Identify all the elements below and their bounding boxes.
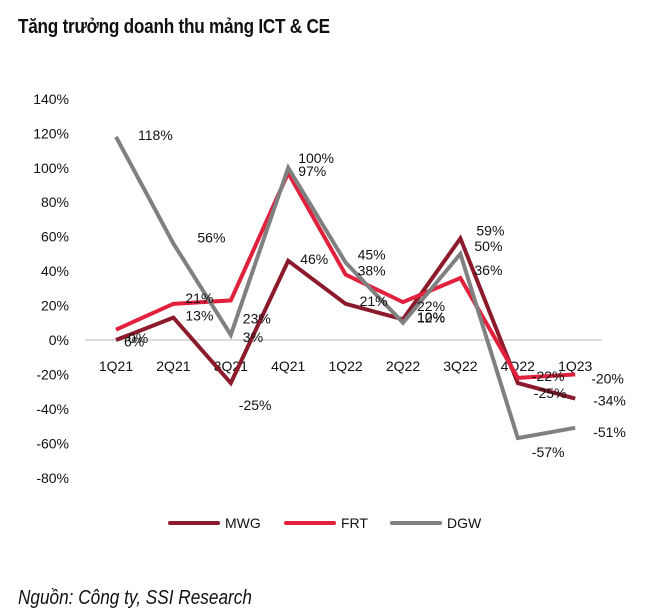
data-labels: 0% 13% -25% 46% 21% 12% 59% -25% -34% 6% 21% 23% 97%… [124,127,626,460]
y-tick-label: 120% [33,125,69,141]
chart-title: Tăng trưởng doanh thu mảng ICT & CE [18,16,330,38]
source-note: Nguồn: Công ty, SSI Research [18,587,252,609]
data-label-frt: 21% [185,290,213,306]
data-label-frt: -22% [532,368,565,384]
series-line-dgw [114,135,576,441]
data-label-frt: 23% [243,310,271,326]
data-label-frt: 38% [358,263,386,279]
x-tick-label: 1Q21 [99,358,133,374]
series-line-mwg [115,234,576,401]
data-label-mwg: -34% [593,393,626,409]
data-label-dgw: 100% [298,150,334,166]
x-tick-label: 1Q22 [328,358,362,374]
y-tick-label: 100% [33,160,69,176]
data-label-mwg: -25% [239,397,272,413]
data-label-frt: 36% [474,262,502,278]
x-axis: 1Q21 2Q21 3Q21 4Q21 1Q22 2Q22 3Q22 4Q22 1Q23 [99,358,593,374]
data-label-frt: 22% [417,298,445,314]
data-label-frt: 6% [124,334,144,350]
x-tick-label: 2Q21 [156,358,190,374]
data-label-mwg: 21% [360,293,388,309]
data-label-dgw: -51% [593,424,626,440]
data-label-mwg: 59% [476,222,504,238]
legend-label-dgw: DGW [447,515,482,531]
y-tick-label: -60% [36,435,69,451]
data-label-dgw: 10% [417,309,445,325]
data-label-dgw: 45% [358,247,386,263]
y-tick-label: 40% [41,263,69,279]
y-tick-label: -80% [36,470,69,486]
y-tick-label: 80% [41,194,69,210]
y-tick-label: 140% [33,91,69,107]
x-tick-label: 2Q22 [386,358,420,374]
series-lines [114,135,576,441]
legend-label-frt: FRT [341,515,368,531]
data-label-dgw: 118% [138,127,173,143]
data-label-mwg: 13% [185,308,213,324]
x-tick-label: 4Q21 [271,358,305,374]
y-tick-label: 20% [41,298,69,314]
data-label-mwg: -25% [534,385,567,401]
y-axis: 140% 120% 100% 80% 60% 40% 20% 0% -20% -40% -60% -8… [33,91,69,486]
data-label-frt: 97% [298,163,326,179]
data-label-mwg: 0% [128,330,148,346]
series-line-frt [115,168,576,380]
data-label-mwg: 46% [300,251,328,267]
data-label-dgw: 50% [474,238,502,254]
data-label-dgw: 56% [197,230,225,246]
y-tick-label: -20% [36,366,69,382]
data-label-frt: -20% [591,370,624,386]
x-tick-label: 3Q22 [443,358,477,374]
legend-label-mwg: MWG [225,515,261,531]
legend: MWG FRT DGW [168,515,482,531]
y-tick-label: 0% [49,332,69,348]
data-label-dgw: 3% [243,329,263,345]
y-tick-label: -40% [36,401,69,417]
data-label-dgw: -57% [532,444,565,460]
x-tick-label: 1Q23 [558,358,592,374]
data-label-mwg: 12% [417,309,445,325]
y-tick-label: 60% [41,229,69,245]
